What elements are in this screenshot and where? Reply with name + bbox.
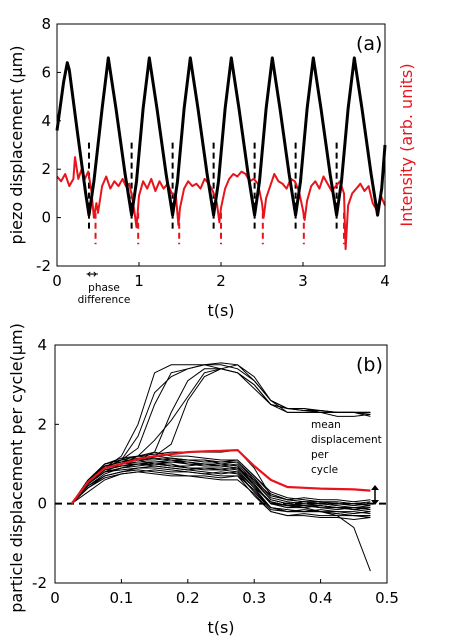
intensity-series-line [56, 156, 386, 251]
phase-difference-label-line2: difference [78, 294, 131, 306]
panel-a-label: (a) [356, 33, 382, 55]
particle-trace-line [71, 463, 371, 513]
x-tick-label: 3 [298, 272, 308, 290]
particle-trace-line [71, 467, 371, 515]
x-tick-label: 2 [216, 272, 226, 290]
particle-trace-line [71, 364, 371, 505]
x-tick-label: 0.2 [176, 589, 200, 607]
phase-difference-label-line1: phase [88, 282, 120, 294]
panel-a-x-axis-label: t(s) [207, 301, 234, 320]
panel-b-axes-box [54, 344, 388, 584]
y-tick-label: 6 [41, 63, 51, 81]
y-tick-label: -2 [32, 574, 47, 592]
x-tick-label: 0.5 [375, 589, 399, 607]
y-tick-label: 2 [41, 160, 51, 178]
x-tick-label: 4 [380, 272, 390, 290]
particle-trace-line [71, 471, 371, 521]
x-tick-label: 0.3 [242, 589, 266, 607]
x-tick-label: 1 [134, 272, 144, 290]
phase-difference-arrow: ↔ [87, 267, 97, 281]
y-tick-label: 4 [41, 112, 51, 130]
y-tick-label: -2 [36, 257, 51, 275]
y-tick-label: 4 [37, 336, 47, 354]
panel-a-right-axis-label: Intensity (arb. units) [397, 63, 416, 226]
x-tick-label: 0 [52, 272, 62, 290]
panel-b-y-axis-label: particle displacement per cycle(μm) [7, 323, 26, 613]
panel-b-label: (b) [356, 354, 383, 376]
x-tick-label: 0 [50, 589, 60, 607]
y-tick-label: 8 [41, 15, 51, 33]
particle-trace-line [71, 469, 371, 517]
mean-displacement-label-line4: cycle [311, 464, 338, 476]
piezo-series-line [55, 56, 387, 217]
y-tick-label: 0 [37, 495, 47, 513]
y-tick-label: 2 [37, 415, 47, 433]
y-tick-label: 0 [41, 209, 51, 227]
mean-displacement-label-line1: mean [311, 419, 341, 431]
x-tick-label: 0.1 [109, 589, 133, 607]
mean-displacement-label-line2: displacement [311, 434, 382, 446]
panel-a-y-axis-label: piezo displacement (μm) [7, 46, 26, 245]
panel-a-marks [55, 56, 387, 275]
mean-displacement-line [70, 448, 371, 505]
x-tick-label: 0.4 [309, 589, 333, 607]
mean-displacement-label-line3: per [311, 449, 329, 461]
panel-b-x-axis-label: t(s) [207, 618, 234, 637]
panel-b-marks [55, 362, 387, 572]
mean-displacement-arrow [371, 485, 379, 505]
